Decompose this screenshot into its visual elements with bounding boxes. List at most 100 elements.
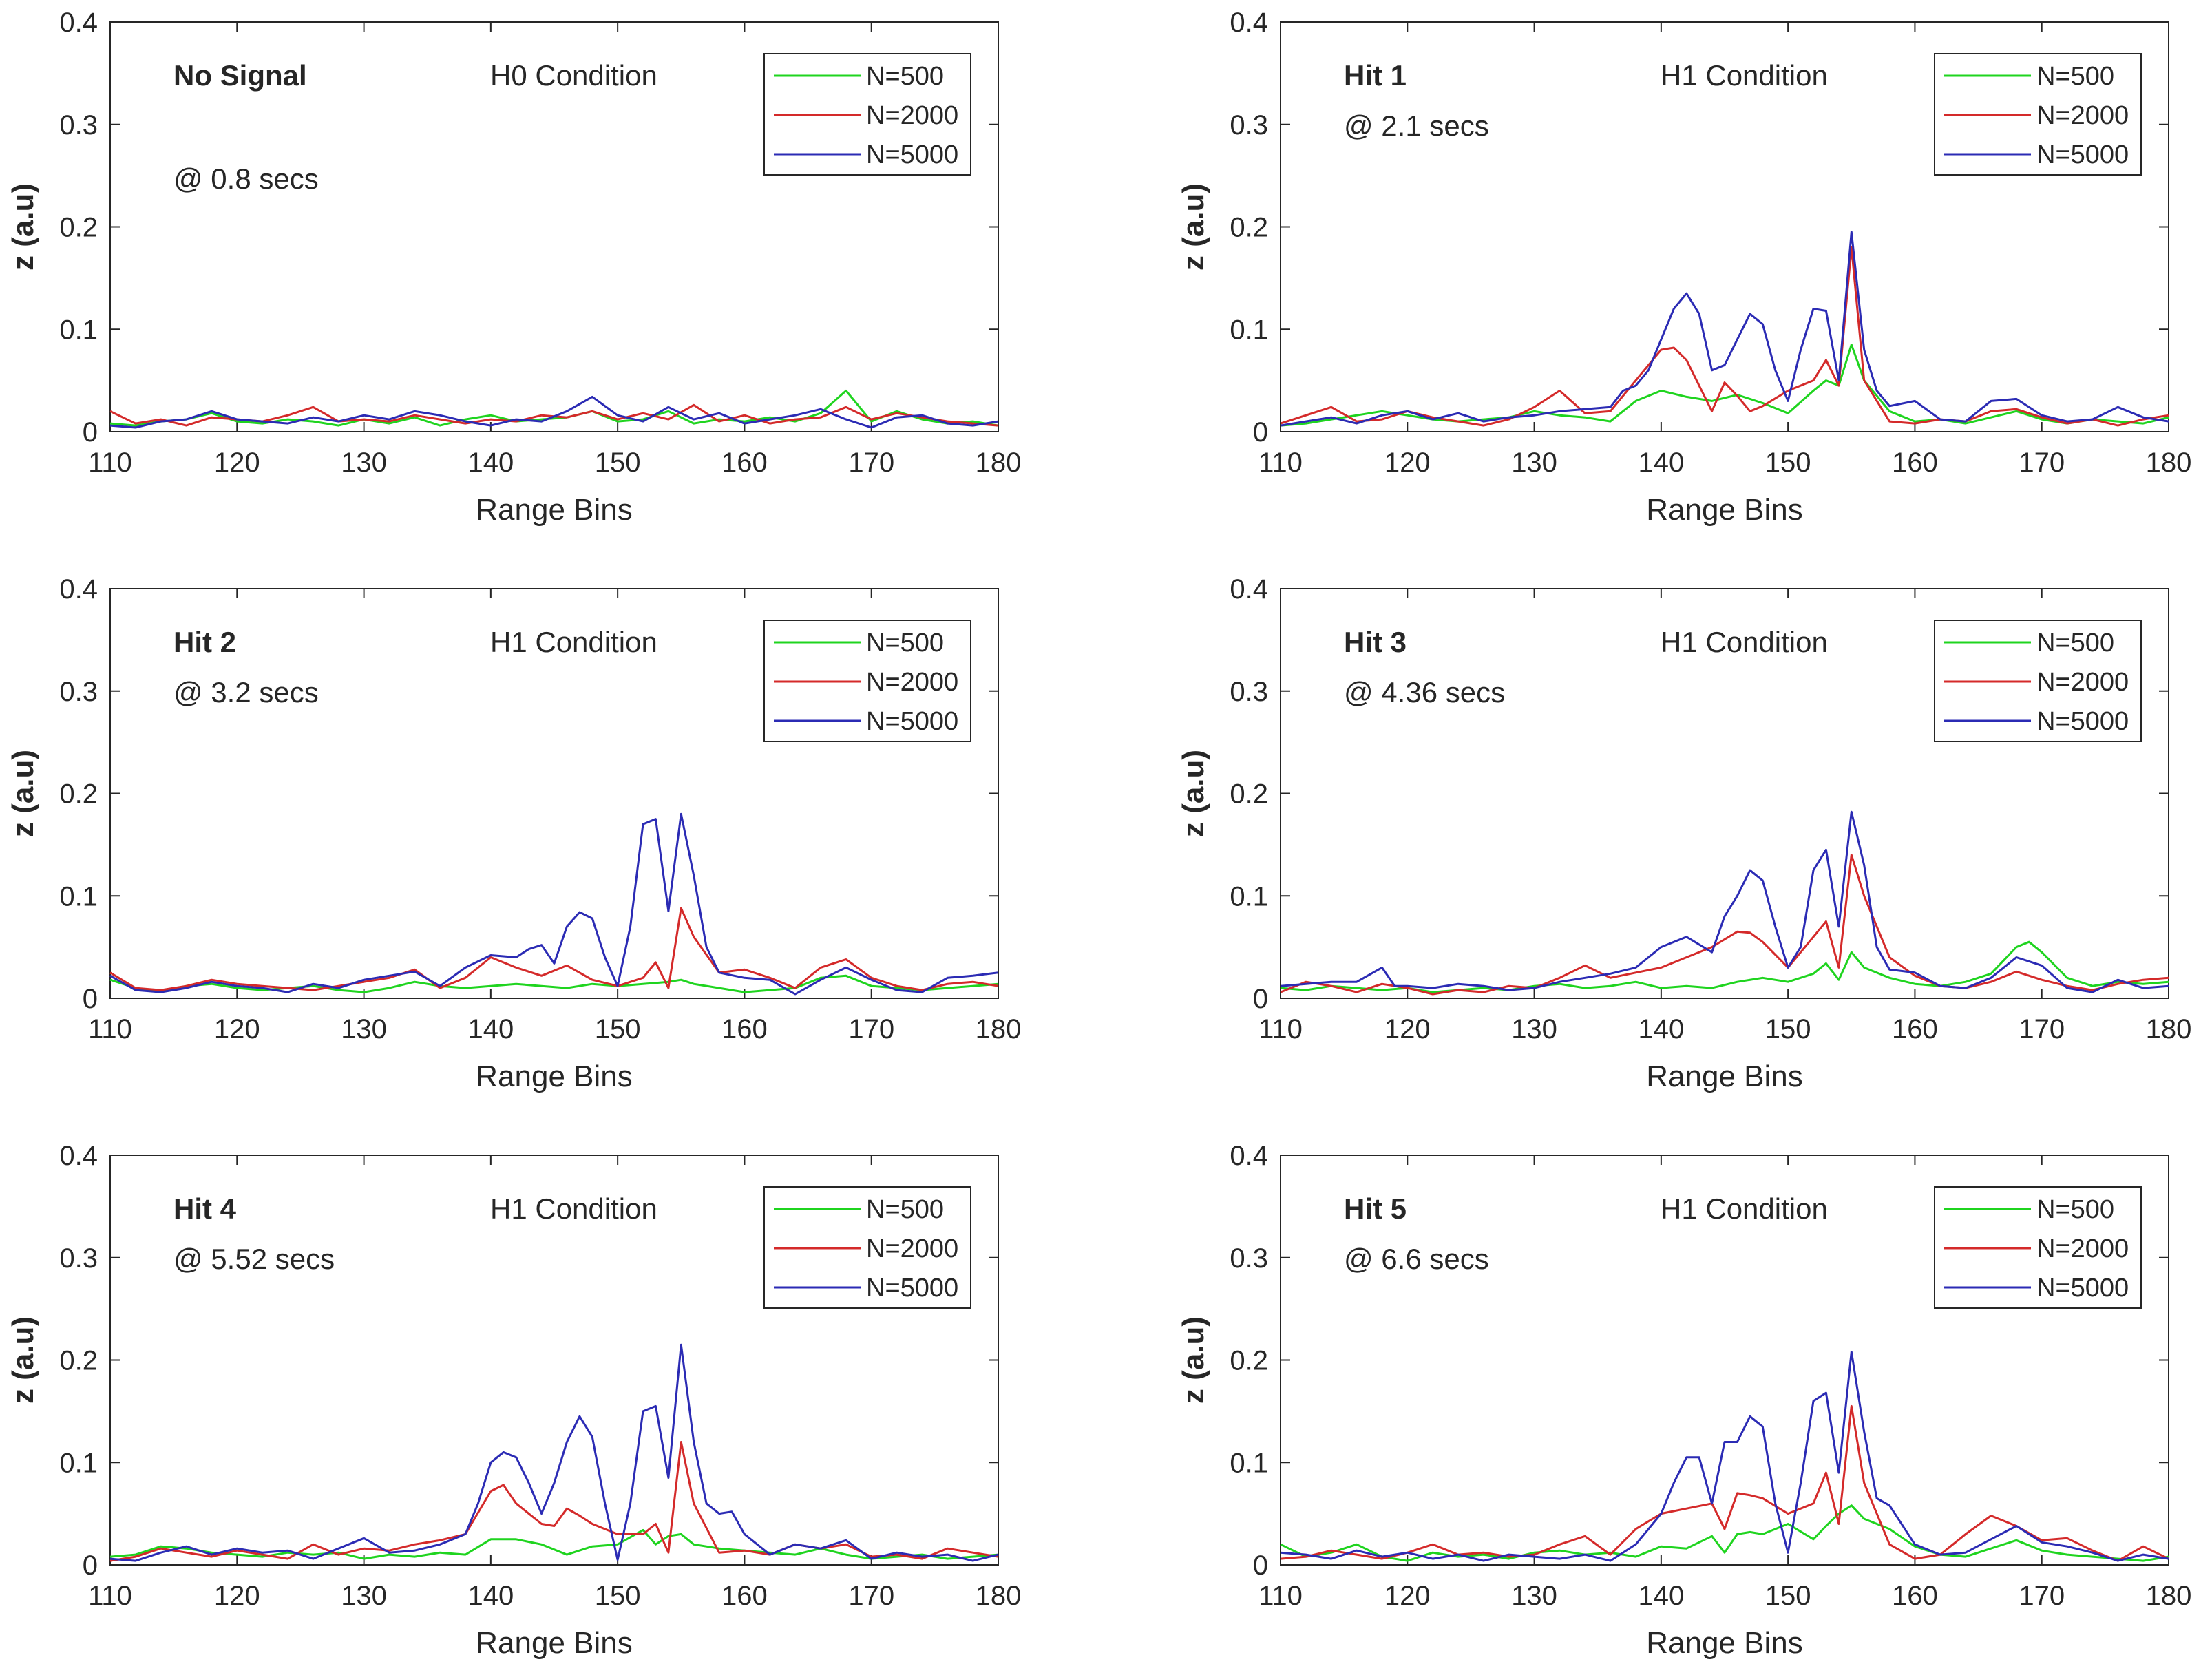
series-line-n-2000 xyxy=(1280,854,2169,996)
x-tick-label: 130 xyxy=(341,1014,387,1044)
y-tick-label: 0.2 xyxy=(59,213,98,243)
x-tick-label: 180 xyxy=(976,1014,1022,1044)
y-tick-label: 0 xyxy=(1253,984,1268,1014)
x-tick-label: 140 xyxy=(467,1581,514,1611)
y-tick-label: 0.3 xyxy=(1230,110,1268,140)
x-tick-label: 130 xyxy=(1511,1581,1557,1611)
x-tick-label: 140 xyxy=(1638,447,1684,478)
legend-entry: N=500 xyxy=(866,1195,944,1224)
x-tick-label: 120 xyxy=(214,447,260,478)
y-tick-label: 0.1 xyxy=(59,315,98,345)
x-tick-label: 120 xyxy=(214,1014,260,1044)
time-label: @ 3.2 secs xyxy=(173,676,319,708)
condition-label: H1 Condition xyxy=(1661,626,1828,658)
legend-entry: N=2000 xyxy=(2036,668,2129,697)
x-tick-label: 160 xyxy=(721,447,768,478)
x-tick-label: 140 xyxy=(467,1014,514,1044)
x-tick-label: 160 xyxy=(721,1014,768,1044)
legend-entry: N=2000 xyxy=(866,101,958,130)
x-axis-label: Range Bins xyxy=(1646,493,1802,527)
legend-entry: N=500 xyxy=(2036,1195,2114,1224)
legend-entry: N=5000 xyxy=(866,1274,958,1303)
condition-label: H1 Condition xyxy=(1661,59,1828,92)
legend-entry: N=5000 xyxy=(2036,140,2129,169)
panel-title: No Signal xyxy=(173,59,307,92)
series-line-n-500 xyxy=(109,390,999,427)
x-tick-label: 160 xyxy=(721,1581,768,1611)
x-tick-label: 130 xyxy=(341,447,387,478)
chart-panel-2: 110 120 130 140 150 160 170 180 0 0.1 0.2 0.3 0.4 Ran… xyxy=(1177,8,2191,527)
series-line-n-500 xyxy=(1280,1504,2169,1562)
y-tick-label: 0.3 xyxy=(59,110,98,140)
y-tick-label: 0.2 xyxy=(1230,1346,1268,1376)
legend-entry: N=2000 xyxy=(2036,1234,2129,1263)
legend-entry: N=5000 xyxy=(2036,707,2129,736)
x-tick-label: 160 xyxy=(1892,1014,1938,1044)
y-tick-label: 0.3 xyxy=(59,677,98,707)
legend-entry: N=2000 xyxy=(2036,101,2129,130)
x-axis-label: Range Bins xyxy=(476,1626,632,1660)
x-axis-label: Range Bins xyxy=(476,1060,632,1093)
x-tick-label: 140 xyxy=(467,447,514,478)
y-tick-label: 0.2 xyxy=(1230,213,1268,243)
y-tick-label: 0.1 xyxy=(1230,315,1268,345)
legend-entry: N=5000 xyxy=(866,707,958,736)
x-tick-label: 170 xyxy=(2019,1581,2065,1611)
series-line-n-5000 xyxy=(109,395,999,429)
y-tick-label: 0.2 xyxy=(59,1346,98,1376)
y-tick-label: 0.4 xyxy=(1230,574,1268,604)
series-line-n-5000 xyxy=(109,1343,999,1562)
x-tick-label: 180 xyxy=(976,447,1022,478)
y-tick-label: 0.1 xyxy=(59,1448,98,1478)
condition-label: H0 Condition xyxy=(490,59,657,92)
panel-title: Hit 1 xyxy=(1344,59,1407,92)
legend-entry: N=2000 xyxy=(866,1234,958,1263)
legend-entry: N=5000 xyxy=(2036,1274,2129,1303)
series-line-n-2000 xyxy=(109,1441,999,1562)
y-tick-label: 0 xyxy=(83,984,98,1014)
time-label: @ 5.52 secs xyxy=(173,1243,335,1275)
x-tick-label: 150 xyxy=(595,1581,641,1611)
y-tick-label: 0 xyxy=(83,1550,98,1581)
x-axis-label: Range Bins xyxy=(476,493,632,527)
y-axis-label: z (a.u) xyxy=(6,183,40,271)
chart-panel-5: 110 120 130 140 150 160 170 180 0 0.1 0.2 0.3 0.4 Ran… xyxy=(6,1141,1021,1660)
legend-entry: N=500 xyxy=(866,62,944,91)
x-tick-label: 110 xyxy=(88,447,132,478)
series-line-n-2000 xyxy=(109,907,999,991)
y-axis-label: z (a.u) xyxy=(1177,1316,1210,1404)
y-tick-label: 0.4 xyxy=(59,574,98,604)
y-tick-label: 0 xyxy=(1253,1550,1268,1581)
chart-panel-1: 110 120 130 140 150 160 170 180 0 0.1 0.2 0.3 0.4 Ran… xyxy=(6,8,1021,527)
panel-title: Hit 2 xyxy=(173,626,236,658)
y-axis-label: z (a.u) xyxy=(6,1316,40,1404)
y-tick-label: 0 xyxy=(83,417,98,447)
x-tick-label: 110 xyxy=(88,1581,132,1611)
x-tick-label: 140 xyxy=(1638,1014,1684,1044)
x-tick-label: 110 xyxy=(1258,1581,1303,1611)
y-tick-label: 0.1 xyxy=(59,881,98,912)
chart-panel-6: 110 120 130 140 150 160 170 180 0 0.1 0.2 0.3 0.4 Ran… xyxy=(1177,1141,2191,1660)
x-tick-label: 130 xyxy=(341,1581,387,1611)
y-tick-label: 0.3 xyxy=(1230,1243,1268,1274)
x-tick-label: 150 xyxy=(1765,1581,1811,1611)
x-tick-label: 110 xyxy=(88,1014,132,1044)
x-tick-label: 160 xyxy=(1892,1581,1938,1611)
series-line-n-500 xyxy=(1280,940,2169,993)
x-tick-label: 180 xyxy=(2146,447,2192,478)
time-label: @ 4.36 secs xyxy=(1344,676,1505,708)
x-tick-label: 150 xyxy=(595,1014,641,1044)
x-tick-label: 140 xyxy=(1638,1581,1684,1611)
condition-label: H1 Condition xyxy=(490,626,657,658)
y-tick-label: 0.4 xyxy=(59,8,98,38)
panel-title: Hit 4 xyxy=(173,1192,237,1225)
x-tick-label: 120 xyxy=(1384,447,1431,478)
x-tick-label: 120 xyxy=(1384,1581,1431,1611)
series-line-n-5000 xyxy=(1280,231,2169,427)
legend-entry: N=500 xyxy=(2036,62,2114,91)
x-tick-label: 180 xyxy=(2146,1581,2192,1611)
x-tick-label: 110 xyxy=(1258,447,1303,478)
condition-label: H1 Condition xyxy=(490,1192,657,1225)
series-line-n-2000 xyxy=(1280,1404,2169,1562)
y-tick-label: 0.1 xyxy=(1230,1448,1268,1478)
